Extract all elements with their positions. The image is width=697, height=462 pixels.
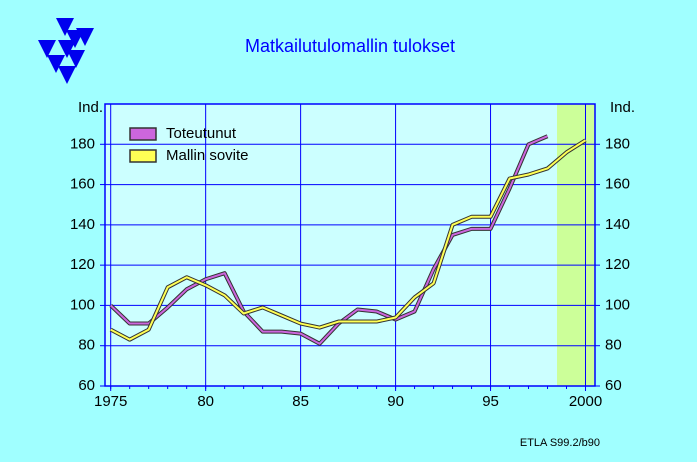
y2-axis-label: Ind.: [610, 99, 635, 116]
x-tick-label: 80: [197, 393, 214, 410]
chart-title: Matkailutulomallin tulokset: [245, 36, 455, 56]
legend-swatch: [129, 127, 157, 141]
y2-tick-label: 140: [605, 216, 630, 233]
y-tick-label: 140: [70, 216, 95, 233]
legend-label: Toteutunut: [166, 125, 237, 142]
y-tick-label: 80: [78, 337, 95, 354]
y2-tick-label: 60: [605, 377, 622, 394]
y-tick-label: 160: [70, 176, 95, 193]
series-line: [110, 139, 587, 341]
forecast-region: [557, 104, 595, 386]
x-tick-label: 95: [482, 393, 499, 410]
y2-tick-label: 100: [605, 296, 630, 313]
x-tick-label: 90: [387, 393, 404, 410]
y2-tick-label: 180: [605, 135, 630, 152]
x-tick-label: 2000: [569, 393, 602, 410]
y-tick-label: 120: [70, 256, 95, 273]
y-tick-label: 180: [70, 135, 95, 152]
y-axis-label: Ind.: [78, 99, 103, 116]
plot-frame: [104, 103, 596, 387]
y-tick-label: 100: [70, 296, 95, 313]
x-tick-label: 1975: [94, 393, 127, 410]
x-tick-label: 85: [292, 393, 309, 410]
source: ETLA S99.2/b90: [520, 437, 600, 449]
logo: [38, 18, 94, 84]
plot-area: [105, 104, 595, 386]
y-tick-label: 60: [78, 377, 95, 394]
y2-tick-label: 80: [605, 337, 622, 354]
y2-tick-label: 120: [605, 256, 630, 273]
legend-label: Mallin sovite: [166, 147, 249, 164]
y2-tick-label: 160: [605, 176, 630, 193]
series-line: [110, 135, 548, 345]
legend-swatch: [129, 149, 157, 163]
